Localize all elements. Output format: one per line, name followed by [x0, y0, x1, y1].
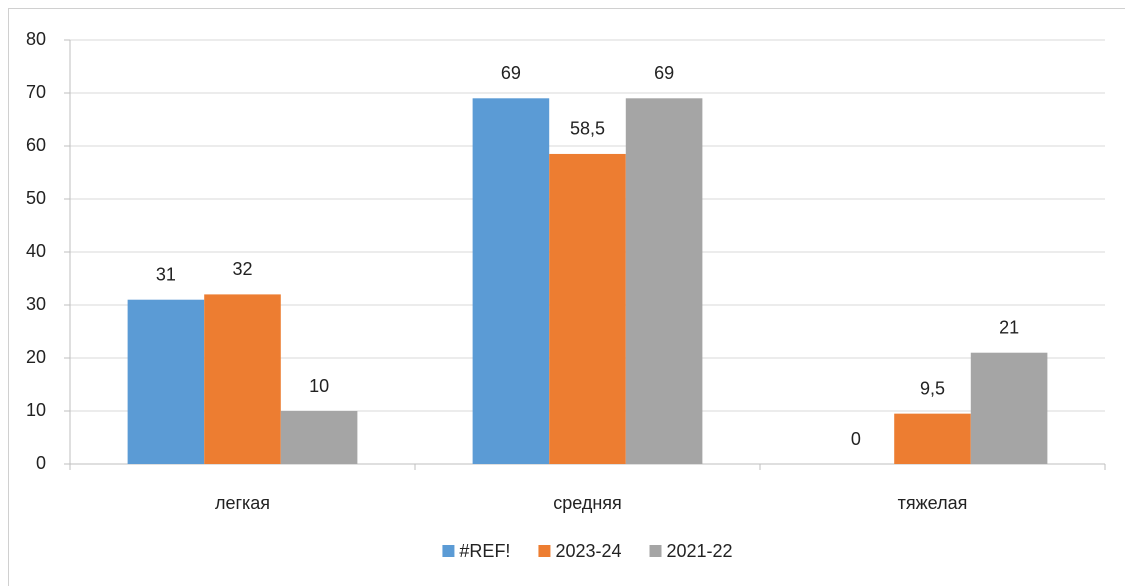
value-label: 32 — [232, 259, 252, 279]
y-tick-label: 0 — [36, 453, 46, 473]
bar — [625, 98, 703, 465]
x-tick-label: средняя — [553, 493, 622, 513]
legend-label: #REF! — [459, 541, 510, 561]
y-tick-label: 80 — [26, 29, 46, 49]
legend-label: 2023-24 — [555, 541, 621, 561]
x-tick-label: тяжелая — [898, 493, 968, 513]
bar — [204, 294, 281, 464]
chart-border — [8, 8, 1125, 586]
bar — [894, 413, 971, 464]
bar — [472, 98, 550, 465]
y-tick-label: 10 — [26, 400, 46, 420]
y-tick-label: 20 — [26, 347, 46, 367]
y-tick-label: 40 — [26, 241, 46, 261]
value-label: 9,5 — [920, 378, 945, 398]
legend-swatch — [649, 545, 662, 557]
bar — [280, 411, 358, 464]
value-label: 31 — [156, 264, 176, 284]
value-label: 10 — [309, 376, 329, 396]
legend-swatch — [442, 545, 455, 557]
y-tick-label: 70 — [26, 82, 46, 102]
value-label: 58,5 — [570, 119, 605, 139]
legend-swatch — [538, 545, 551, 557]
bar — [970, 352, 1048, 464]
y-tick-label: 30 — [26, 294, 46, 314]
bar — [549, 153, 626, 464]
y-tick-label: 50 — [26, 188, 46, 208]
legend-label: 2021-22 — [667, 541, 733, 561]
value-label: 69 — [654, 63, 674, 83]
value-label: 69 — [501, 63, 521, 83]
value-label: 21 — [999, 317, 1019, 337]
value-label: 0 — [851, 429, 861, 449]
bar — [127, 299, 205, 464]
y-tick-label: 60 — [26, 135, 46, 155]
x-tick-label: легкая — [215, 493, 270, 513]
